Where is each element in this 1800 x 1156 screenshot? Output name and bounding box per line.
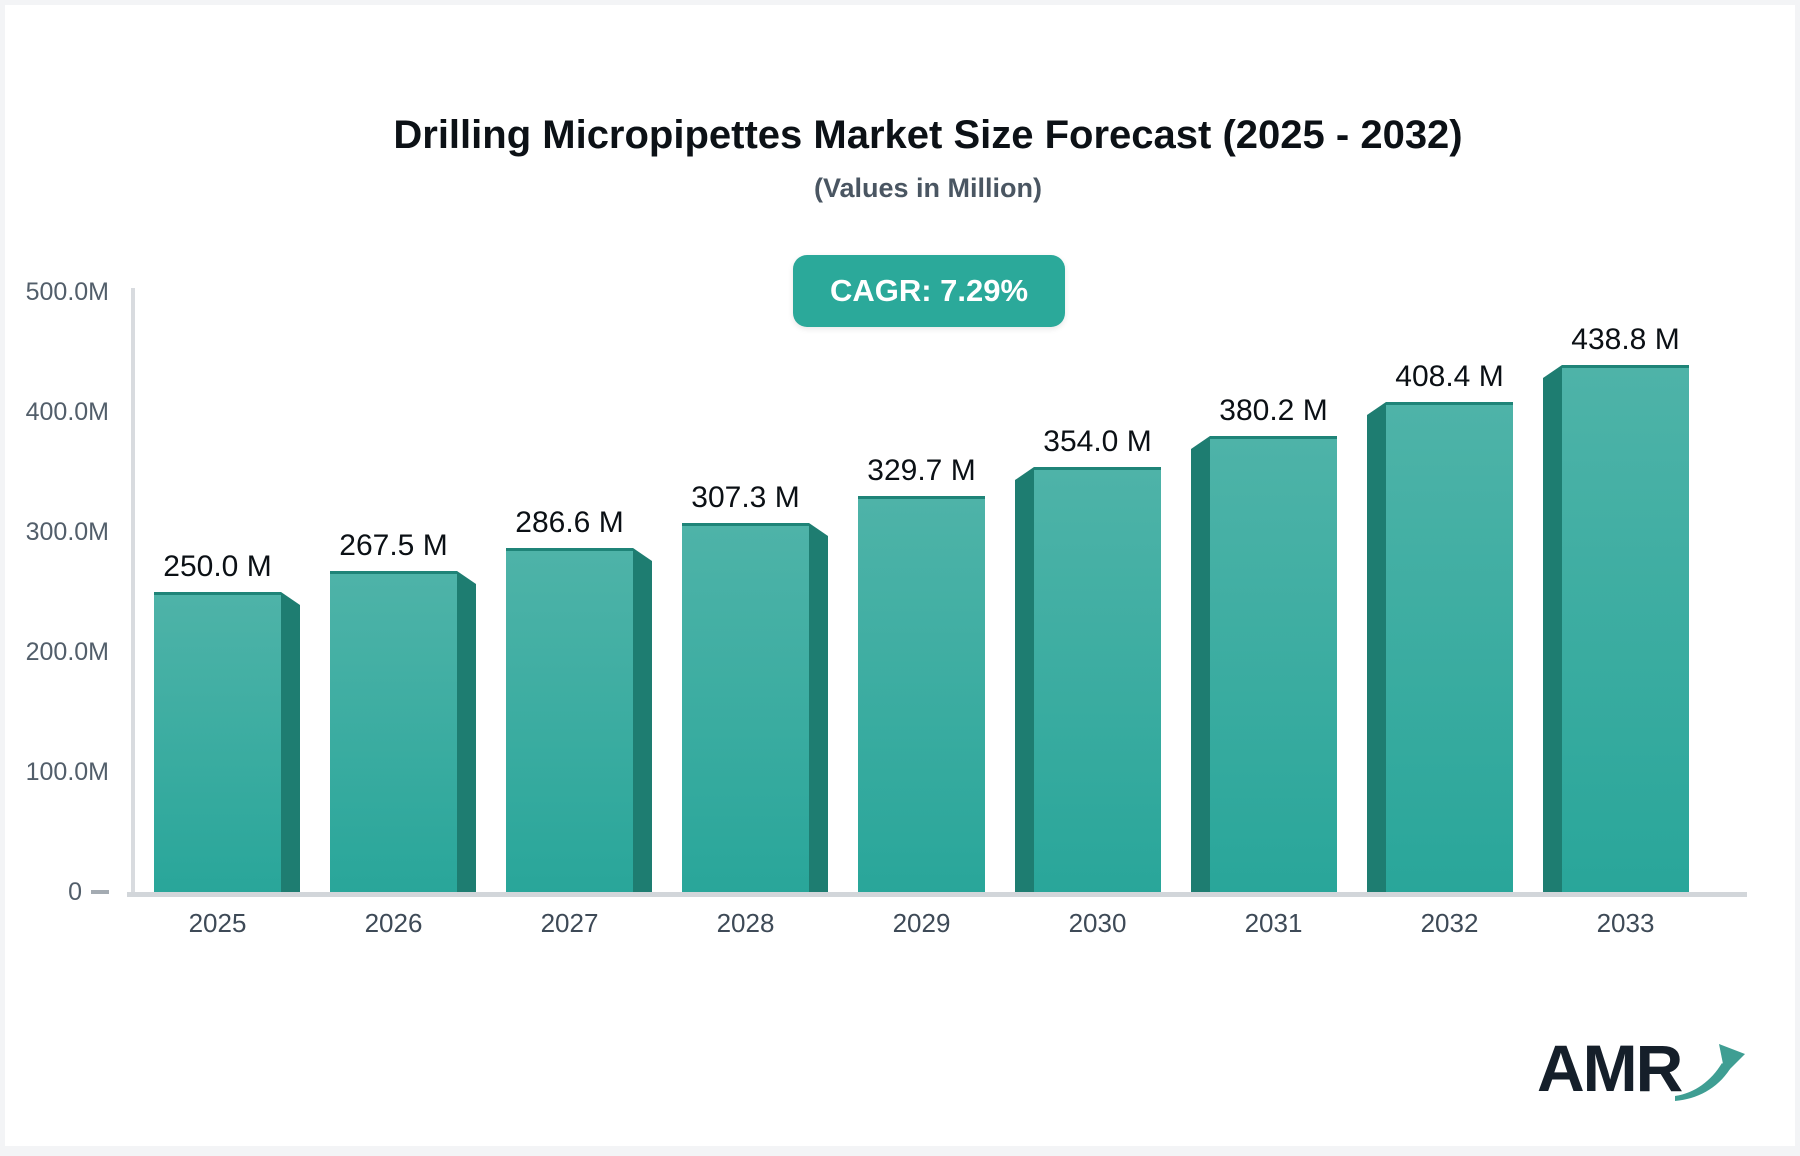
y-axis-tick-label: 300.0M (5, 516, 109, 548)
y-axis-tick-text: 100.0M (25, 757, 109, 786)
bar (506, 548, 633, 892)
bar-value-label: 354.0 M (1043, 425, 1152, 458)
bar-value-label: 286.6 M (515, 506, 624, 539)
bar-value-label: 250.0 M (163, 550, 272, 583)
cagr-badge: CAGR: 7.29% (793, 255, 1065, 327)
bar (1210, 436, 1337, 892)
y-axis-tick-label: 200.0M (5, 636, 109, 668)
bar (154, 592, 281, 892)
y-axis-tick-text: 300.0M (25, 517, 109, 546)
x-axis-label: 2027 (540, 908, 599, 938)
bar-3d-side (809, 523, 828, 892)
y-axis-tick-label: 0 (5, 876, 109, 908)
bar-3d-side (1543, 365, 1562, 892)
chart-card: Drilling Micropipettes Market Size Forec… (5, 5, 1795, 1146)
bar-3d-side (457, 571, 476, 892)
x-axis-label: 2026 (364, 908, 423, 938)
cagr-badge-label: CAGR: 7.29% (829, 273, 1029, 308)
x-axis-label: 2028 (716, 908, 775, 938)
bar (858, 496, 985, 892)
plot-area: 500.0M 400.0M 300.0M 200.0M 100.0M 0 250.0 M 20… (5, 245, 1800, 955)
amr-logo: AMR (1537, 1035, 1747, 1105)
bar-3d-side (1015, 467, 1034, 892)
x-axis-label: 2030 (1068, 908, 1127, 938)
bar (1034, 467, 1161, 892)
y-axis-tick-text: 200.0M (25, 637, 109, 666)
growth-arrow-icon (1675, 1044, 1746, 1101)
bar (682, 523, 809, 892)
bar-value-label: 329.7 M (867, 454, 976, 487)
bar-3d-side (281, 592, 300, 892)
bar (330, 571, 457, 892)
x-axis-label: 2033 (1596, 908, 1655, 938)
bar-value-label: 267.5 M (339, 529, 448, 562)
amr-logo-text: AMR (1537, 1031, 1683, 1105)
bar-value-label: 380.2 M (1219, 394, 1328, 427)
y-axis-tick-label: 400.0M (5, 396, 109, 428)
x-axis-line (127, 892, 1747, 897)
y-axis-tick-text: 400.0M (25, 397, 109, 426)
x-axis-label: 2029 (892, 908, 951, 938)
bar (1562, 365, 1689, 892)
bar-3d-side (1191, 436, 1210, 892)
y-axis-tick-text: 0 (68, 877, 82, 906)
y-axis-tick-label: 500.0M (5, 276, 109, 308)
chart-subtitle: (Values in Million) (813, 173, 1043, 203)
chart-title: Drilling Micropipettes Market Size Forec… (393, 113, 1463, 157)
bar-3d-side (1367, 402, 1386, 892)
x-axis-label: 2025 (188, 908, 247, 938)
zero-tick-dash (91, 890, 109, 894)
bar-3d-side (633, 548, 652, 892)
bar-value-label: 307.3 M (691, 481, 800, 514)
y-axis-tick-label: 100.0M (5, 756, 109, 788)
bar-value-label: 438.8 M (1571, 323, 1680, 356)
y-axis-tick-text: 500.0M (25, 277, 109, 306)
bar-value-label: 408.4 M (1395, 360, 1504, 393)
bar (1386, 402, 1513, 892)
x-axis-label: 2032 (1420, 908, 1479, 938)
y-axis-line (131, 288, 135, 894)
x-axis-label: 2031 (1244, 908, 1303, 938)
